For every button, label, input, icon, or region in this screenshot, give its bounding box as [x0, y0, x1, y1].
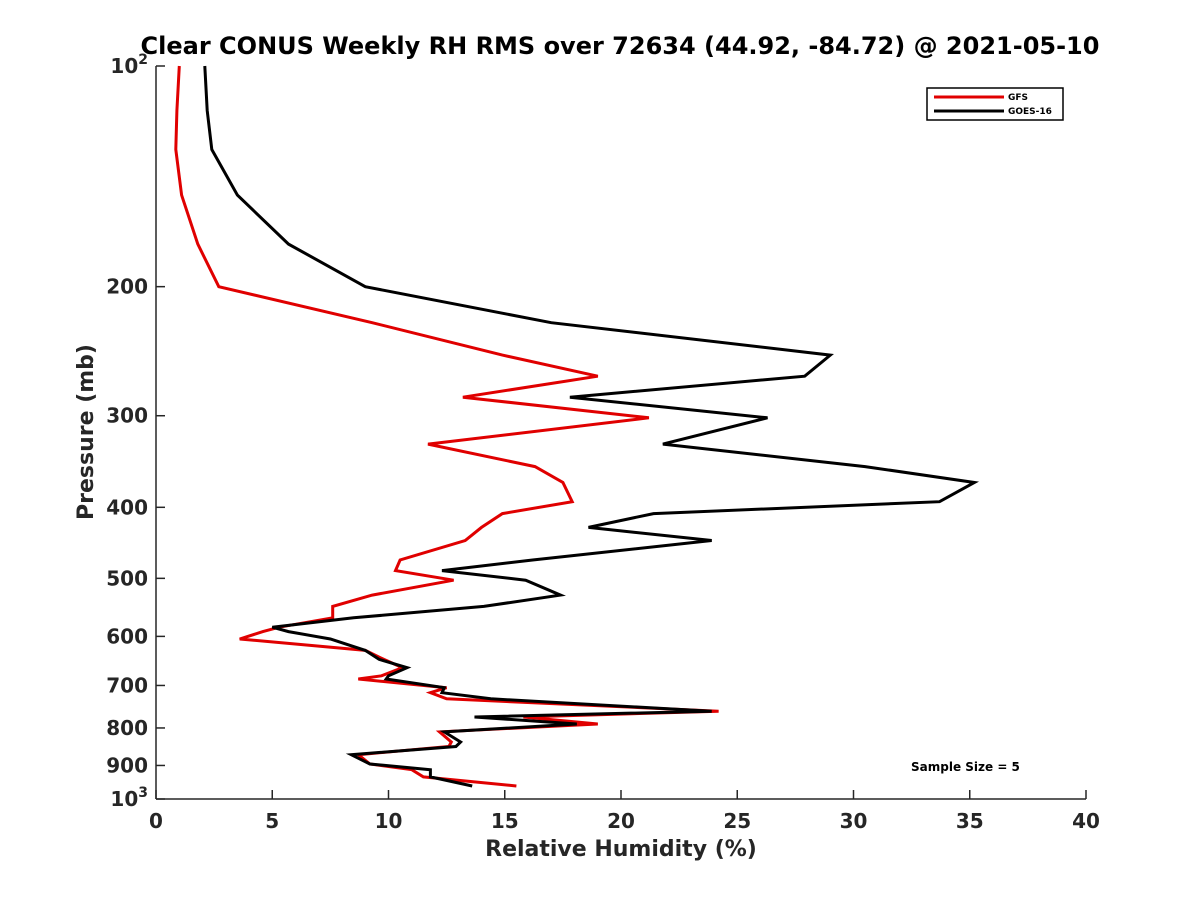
y-tick-label: 400	[106, 495, 148, 519]
y-tick-label: 300	[106, 404, 148, 428]
sample-size-annotation: Sample Size = 5	[911, 760, 1020, 774]
y-tick-label-base: 400	[106, 495, 148, 519]
legend-label-gfs: GFS	[1008, 93, 1028, 103]
x-tick-label: 0	[149, 809, 163, 833]
y-tick-label-base: 900	[106, 753, 148, 777]
x-tick-label: 10	[375, 809, 403, 833]
y-tick-label-exponent: 2	[138, 52, 148, 68]
chart-title: Clear CONUS Weekly RH RMS over 72634 (44…	[141, 32, 1100, 60]
y-tick-label: 103	[110, 785, 148, 811]
y-tick-label-base: 700	[106, 673, 148, 697]
y-tick-label-base: 10	[110, 787, 138, 811]
y-tick-label-exponent: 3	[138, 785, 148, 801]
y-tick-label: 200	[106, 275, 148, 299]
y-tick-label-base: 200	[106, 275, 148, 299]
x-tick-label: 15	[491, 809, 519, 833]
y-tick-label: 900	[106, 753, 148, 777]
y-tick-label: 800	[106, 716, 148, 740]
legend-label-goes-16: GOES-16	[1008, 107, 1052, 117]
y-tick-label: 700	[106, 673, 148, 697]
y-tick-label: 102	[110, 52, 148, 78]
y-tick-label-base: 500	[106, 566, 148, 590]
y-tick-label: 500	[106, 566, 148, 590]
legend-box	[926, 87, 1064, 121]
y-tick-label-base: 600	[106, 624, 148, 648]
x-axis-label: Relative Humidity (%)	[485, 837, 757, 862]
x-tick-label: 35	[956, 809, 984, 833]
y-tick-label: 600	[106, 624, 148, 648]
y-tick-label-base: 800	[106, 716, 148, 740]
x-tick-label: 25	[723, 809, 751, 833]
x-tick-label: 30	[840, 809, 868, 833]
series-line-goes-16	[203, 65, 980, 788]
y-axis-label: Pressure (mb)	[74, 344, 99, 520]
x-tick-label: 40	[1072, 809, 1100, 833]
x-tick-label: 5	[265, 809, 279, 833]
legend: GFS GOES-16	[926, 87, 1064, 121]
y-tick-label-base: 300	[106, 404, 148, 428]
y-tick-label-base: 10	[110, 54, 138, 78]
x-tick-label: 20	[607, 809, 635, 833]
